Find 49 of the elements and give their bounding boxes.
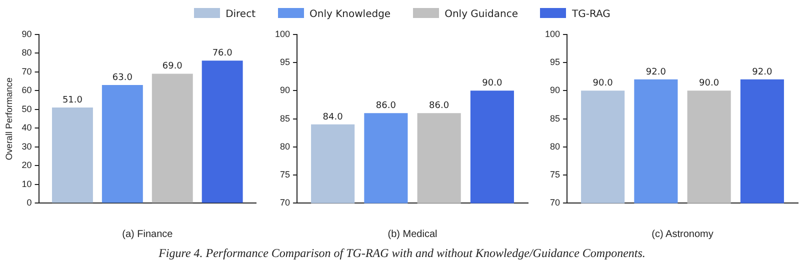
x-axis-title: (c) Astronomy (652, 228, 714, 240)
data-label: 63.0 (112, 72, 133, 83)
bar (52, 108, 93, 203)
legend-label: Direct (224, 8, 256, 20)
x-axis-title: (b) Medical (388, 228, 438, 240)
y-tick-label: 95 (280, 57, 290, 68)
y-tick-label: 10 (22, 178, 32, 189)
data-label: 86.0 (429, 101, 450, 112)
legend-label: Only Knowledge (308, 8, 391, 20)
bar (202, 60, 243, 203)
y-tick-label: 80 (550, 141, 560, 152)
data-label: 92.0 (752, 67, 772, 78)
data-label: 90.0 (699, 78, 720, 89)
data-label: 51.0 (62, 95, 83, 106)
bar (102, 85, 143, 203)
y-tick-label: 70 (22, 66, 32, 76)
y-tick-label: 85 (550, 113, 560, 124)
y-tick-label: 70 (550, 198, 560, 208)
bar (152, 74, 193, 203)
data-label: 90.0 (482, 78, 502, 89)
y-tick-label: 20 (22, 160, 32, 170)
x-axis-title: (a) Finance (122, 228, 174, 240)
y-tick-label: 90 (22, 28, 32, 39)
y-tick-label: 100 (274, 28, 290, 39)
y-tick-label: 90 (550, 85, 560, 96)
legend-label: Only Guidance (444, 8, 518, 20)
y-tick-label: 40 (22, 122, 32, 133)
data-label: 69.0 (162, 62, 183, 72)
legend-label: TG-RAG (571, 8, 610, 20)
y-tick-label: 90 (280, 85, 290, 96)
y-tick-label: 30 (22, 141, 32, 152)
y-tick-label: 75 (280, 170, 290, 180)
data-label: 86.0 (376, 101, 396, 112)
data-label: 76.0 (212, 48, 233, 58)
caption: Figure 4. Performance Comparison of TG-RAG with and without Knowledge/Guidance Components. (158, 246, 646, 261)
data-label: 90.0 (592, 78, 614, 89)
y-tick-label: 50 (22, 104, 32, 114)
y-tick-label: 75 (550, 170, 560, 180)
y-tick-label: 95 (550, 57, 560, 68)
y-tick-label: 70 (280, 198, 290, 208)
data-label: 84.0 (322, 112, 344, 122)
y-tick-label: 0 (26, 198, 32, 208)
y-tick-label: 100 (544, 28, 560, 39)
y-tick-label: 85 (280, 113, 290, 124)
y-tick-label: 60 (22, 85, 32, 96)
y-axis-title: Overall Performance (4, 78, 14, 160)
data-label: 92.0 (646, 67, 666, 78)
y-tick-label: 80 (22, 48, 32, 58)
y-tick-label: 80 (280, 141, 290, 152)
